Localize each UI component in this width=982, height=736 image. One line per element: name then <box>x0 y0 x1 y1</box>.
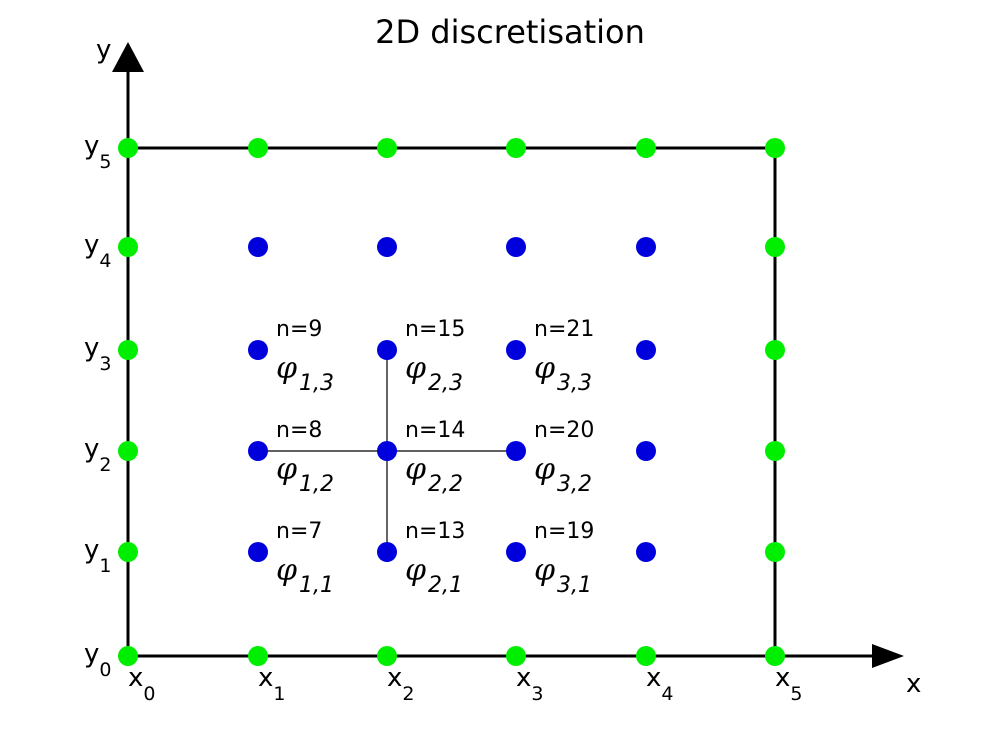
interior-node-4-2 <box>636 441 656 461</box>
phi-label-3-3: φ3,3 <box>534 351 592 396</box>
interior-node-4-3 <box>636 340 656 360</box>
boundary-node-2-5 <box>377 138 397 158</box>
node-index-label-2-1: n=13 <box>405 519 465 544</box>
y-tick-label-0: y0 <box>84 639 111 681</box>
interior-node-1-2 <box>248 441 268 461</box>
boundary-node-0-5 <box>118 138 138 158</box>
node-index-label-3-1: n=19 <box>534 519 594 544</box>
boundary-node-0-1 <box>118 542 138 562</box>
boundary-node-5-4 <box>765 237 785 257</box>
phi-label-3-2: φ3,2 <box>534 452 592 497</box>
nodes-layer <box>118 138 785 666</box>
boundary-node-5-2 <box>765 441 785 461</box>
boundary-node-1-0 <box>248 646 268 666</box>
interior-node-1-3 <box>248 340 268 360</box>
boundary-node-4-0 <box>636 646 656 666</box>
x-tick-label-2: x2 <box>387 663 414 705</box>
x-tick-label-5: x5 <box>775 663 802 705</box>
boundary-node-3-5 <box>506 138 526 158</box>
phi-label-1-3: φ1,3 <box>276 351 334 396</box>
y-tick-label-3: y3 <box>84 333 111 375</box>
interior-node-3-4 <box>506 237 526 257</box>
phi-label-1-2: φ1,2 <box>276 452 334 497</box>
interior-node-1-4 <box>248 237 268 257</box>
y-tick-label-4: y4 <box>84 230 111 272</box>
y-axis-arrow <box>112 42 144 72</box>
interior-node-3-2 <box>506 441 526 461</box>
boundary-node-0-0 <box>118 646 138 666</box>
x-axis-label: x <box>906 669 921 699</box>
x-tick-label-1: x1 <box>258 663 285 705</box>
boundary-node-5-1 <box>765 542 785 562</box>
interior-node-2-4 <box>377 237 397 257</box>
labels-layer: x0 x1 x2 x3 x4 x5 y0 y1 y2 y3 y4 y5 n=9 φ1,3 n=15 φ2,3 n… <box>84 131 802 705</box>
boundary-node-5-3 <box>765 340 785 360</box>
boundary-node-1-5 <box>248 138 268 158</box>
boundary-node-4-5 <box>636 138 656 158</box>
diagram-title: 2D discretisation <box>375 13 645 51</box>
boundary-node-0-4 <box>118 237 138 257</box>
boundary-node-0-2 <box>118 441 138 461</box>
node-index-label-1-2: n=8 <box>276 418 322 443</box>
interior-node-2-1 <box>377 542 397 562</box>
interior-node-3-3 <box>506 340 526 360</box>
y-tick-label-2: y2 <box>84 434 111 476</box>
interior-node-3-1 <box>506 542 526 562</box>
stencil-layer <box>258 350 516 552</box>
interior-node-2-3 <box>377 340 397 360</box>
node-index-label-3-2: n=20 <box>534 418 594 443</box>
phi-label-2-3: φ2,3 <box>405 351 463 396</box>
node-index-label-2-2: n=14 <box>405 418 465 443</box>
node-index-label-3-3: n=21 <box>534 317 594 342</box>
phi-label-2-2: φ2,2 <box>405 452 463 497</box>
interior-node-2-2 <box>377 441 397 461</box>
interior-node-4-1 <box>636 542 656 562</box>
boundary-node-2-0 <box>377 646 397 666</box>
boundary-node-5-5 <box>765 138 785 158</box>
boundary-node-3-0 <box>506 646 526 666</box>
node-index-label-1-3: n=9 <box>276 317 322 342</box>
x-tick-label-4: x4 <box>646 663 673 705</box>
boundary-node-5-0 <box>765 646 785 666</box>
interior-node-1-1 <box>248 542 268 562</box>
x-axis-arrow <box>872 644 904 668</box>
phi-label-3-1: φ3,1 <box>534 553 592 598</box>
y-tick-label-1: y1 <box>84 535 111 577</box>
phi-label-1-1: φ1,1 <box>276 553 334 598</box>
boundary-node-0-3 <box>118 340 138 360</box>
node-index-label-2-3: n=15 <box>405 317 465 342</box>
y-axis-label: y <box>96 35 111 65</box>
interior-node-4-4 <box>636 237 656 257</box>
phi-label-2-1: φ2,1 <box>405 553 463 598</box>
x-tick-label-3: x3 <box>516 663 543 705</box>
node-index-label-1-1: n=7 <box>276 519 322 544</box>
y-tick-label-5: y5 <box>84 131 111 173</box>
x-tick-label-0: x0 <box>128 663 155 705</box>
